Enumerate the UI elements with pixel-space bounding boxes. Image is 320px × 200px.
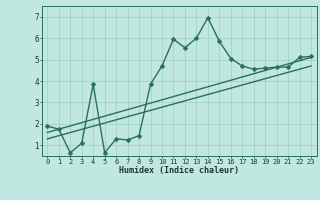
X-axis label: Humidex (Indice chaleur): Humidex (Indice chaleur) (119, 166, 239, 175)
